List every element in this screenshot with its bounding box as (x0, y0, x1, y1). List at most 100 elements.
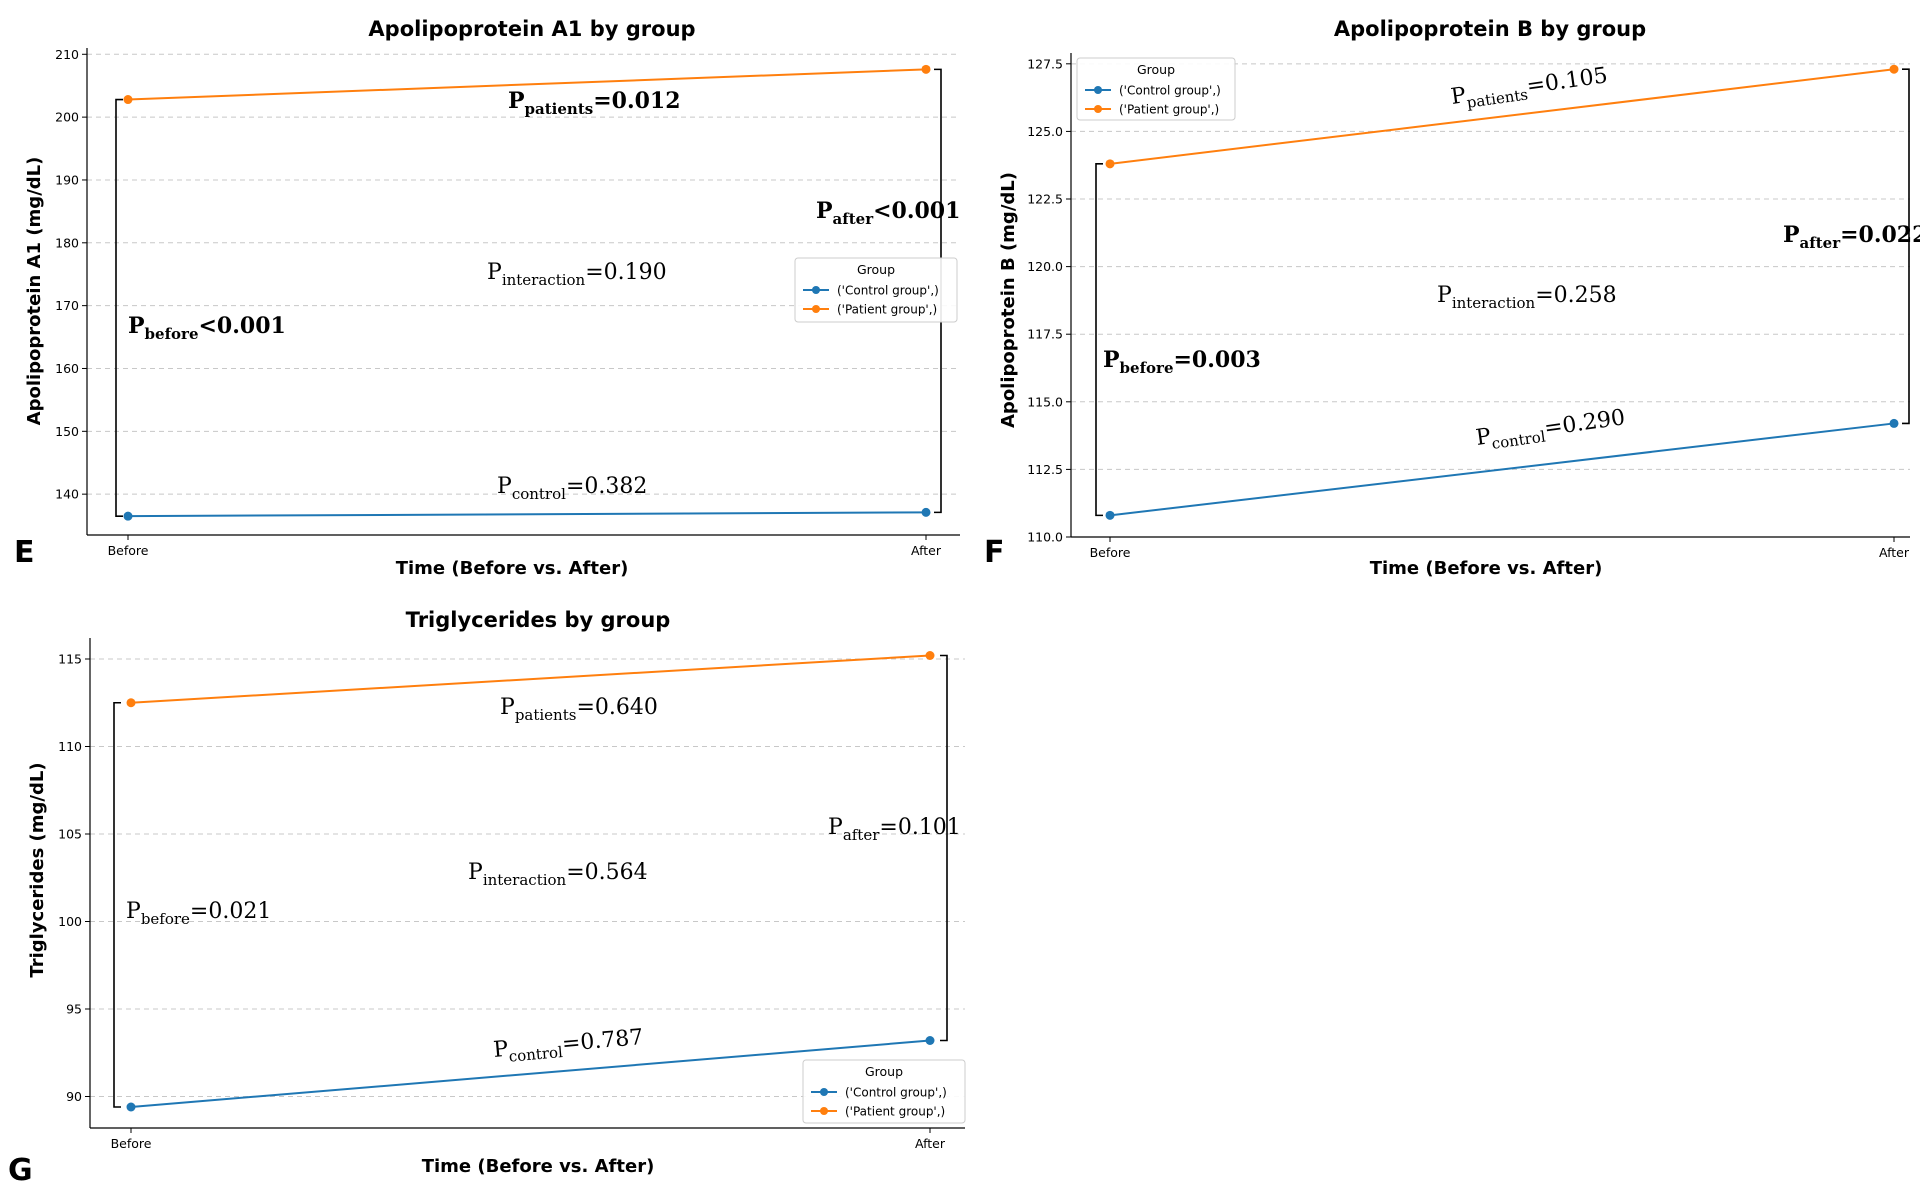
p-value-result: =0.564 (566, 860, 647, 885)
p-value-subscript: interaction (483, 871, 567, 889)
x-tick-label: Before (1090, 545, 1131, 560)
data-point-control (1105, 510, 1115, 520)
x-tick-label: After (911, 543, 942, 558)
series-line-control (130, 1039, 931, 1108)
p-value-control: Pcontrol=0.290 (1474, 405, 1627, 455)
p-value-subscript: control (512, 485, 566, 503)
p-value-symbol: P (1437, 283, 1452, 308)
p-value-symbol: P (468, 860, 483, 885)
p-value-control: Pcontrol=0.382 (497, 474, 647, 503)
p-value-result: =0.190 (585, 260, 666, 285)
data-point-control (123, 511, 133, 521)
data-point-control (1889, 418, 1899, 428)
y-tick-label: 115 (58, 652, 82, 667)
legend-entry-label: ('Patient group',) (837, 303, 937, 317)
p-value-subscript: interaction (502, 271, 586, 289)
y-tick-label: 112.5 (1027, 462, 1063, 477)
legend-entry-label: ('Patient group',) (845, 1105, 945, 1119)
y-tick-label: 170 (55, 298, 79, 313)
chart-panel-g: 90 95 100 105 110 115 Before After Ppatients=0.6… (8, 608, 966, 1188)
series-line-patient (127, 68, 927, 101)
legend-box (802, 1059, 966, 1124)
legend-swatch-marker (1094, 86, 1102, 94)
p-value-result: <0.001 (198, 313, 285, 339)
legend-box (794, 257, 958, 323)
p-value-interaction: Pinteraction=0.564 (468, 860, 648, 889)
y-axis-label: Apolipoprotein A1 (mg/dL) (24, 157, 45, 426)
p-value-subscript: after (1800, 234, 1842, 252)
p-value-before: Pbefore=0.003 (1103, 347, 1261, 377)
y-tick-label: 110 (58, 739, 82, 754)
data-point-control (126, 1102, 136, 1112)
legend-swatch-marker (812, 305, 820, 313)
p-value-symbol: P (1103, 347, 1120, 373)
data-point-patient (1105, 159, 1115, 169)
p-value-result: =0.021 (190, 899, 271, 924)
y-tick-label: 122.5 (1027, 192, 1063, 207)
p-value-subscript: after (833, 210, 875, 228)
series-line-control (127, 511, 927, 518)
p-value-result: =0.101 (879, 815, 960, 840)
p-value-subscript: control (1491, 427, 1547, 452)
p-value-subscript: before (1120, 359, 1174, 377)
y-axis-label: Apolipoprotein B (mg/dL) (998, 172, 1019, 428)
bracket-before (113, 701, 121, 1108)
bracket-after (940, 654, 948, 1042)
legend-entry-label: ('Control group',) (845, 1086, 947, 1100)
x-tick-label: Before (108, 543, 149, 558)
p-value-result: =0.012 (593, 88, 680, 114)
p-value-result: =0.258 (1535, 283, 1616, 308)
p-value-result: =0.787 (561, 1025, 644, 1057)
legend-box (1076, 57, 1236, 121)
series-line-patient (1109, 68, 1895, 165)
p-value-symbol: P (1783, 222, 1800, 248)
x-axis-label: Time (Before vs. After) (1370, 558, 1603, 579)
p-value-subscript: interaction (1452, 294, 1536, 312)
chart-title: Apolipoprotein A1 by group (368, 17, 695, 41)
data-point-control (921, 507, 931, 517)
legend: Group ('Control group',) ('Patient group',… (1076, 57, 1236, 121)
p-value-result: =0.003 (1173, 347, 1260, 373)
legend-entry-label: ('Control group',) (1119, 84, 1221, 98)
legend-swatch-marker (820, 1088, 828, 1096)
legend-swatch-marker (812, 286, 820, 294)
p-value-symbol: P (508, 88, 525, 114)
p-value-result: <0.001 (873, 198, 960, 224)
p-value-subscript: before (141, 910, 190, 928)
p-value-symbol: P (128, 313, 145, 339)
data-point-patient (921, 64, 931, 74)
p-value-interaction: Pinteraction=0.258 (1437, 283, 1617, 312)
data-point-patient (925, 651, 935, 660)
chart-panel-f: 110.0 112.5 115.0 117.5 120.0 122.5 125.0 127.5… (984, 17, 1920, 579)
p-value-after: Pafter<0.001 (816, 198, 960, 228)
legend-title: Group (1137, 62, 1175, 77)
bracket-before (115, 98, 123, 517)
series-line-control (1109, 422, 1895, 517)
y-tick-label: 210 (55, 47, 79, 62)
legend-entry-label: ('Control group',) (837, 284, 939, 298)
y-tick-label: 120.0 (1027, 259, 1063, 274)
p-value-subscript: after (843, 826, 880, 844)
p-value-result: =0.022 (1840, 222, 1920, 248)
p-value-result: =0.382 (566, 474, 647, 499)
y-tick-label: 115.0 (1027, 394, 1063, 409)
p-value-after: Pafter=0.022 (1783, 222, 1920, 252)
y-tick-label: 190 (55, 172, 79, 187)
x-tick-label: Before (111, 1136, 152, 1151)
panel-letter: F (984, 535, 1005, 570)
y-tick-label: 105 (58, 827, 82, 842)
p-value-symbol: P (1449, 83, 1467, 110)
panel-letter: E (14, 535, 35, 570)
y-tick-label: 125.0 (1027, 124, 1063, 139)
legend-swatch-marker (1094, 105, 1102, 113)
p-value-result: =0.290 (1543, 405, 1627, 441)
chart-title: Apolipoprotein B by group (1334, 17, 1646, 41)
p-value-after: Pafter=0.101 (828, 815, 961, 844)
y-tick-label: 200 (55, 110, 79, 125)
y-tick-label: 127.5 (1027, 56, 1063, 71)
p-value-symbol: P (497, 474, 512, 499)
p-value-subscript: patients (525, 100, 594, 118)
y-tick-label: 90 (66, 1089, 82, 1104)
legend-title: Group (865, 1064, 903, 1079)
